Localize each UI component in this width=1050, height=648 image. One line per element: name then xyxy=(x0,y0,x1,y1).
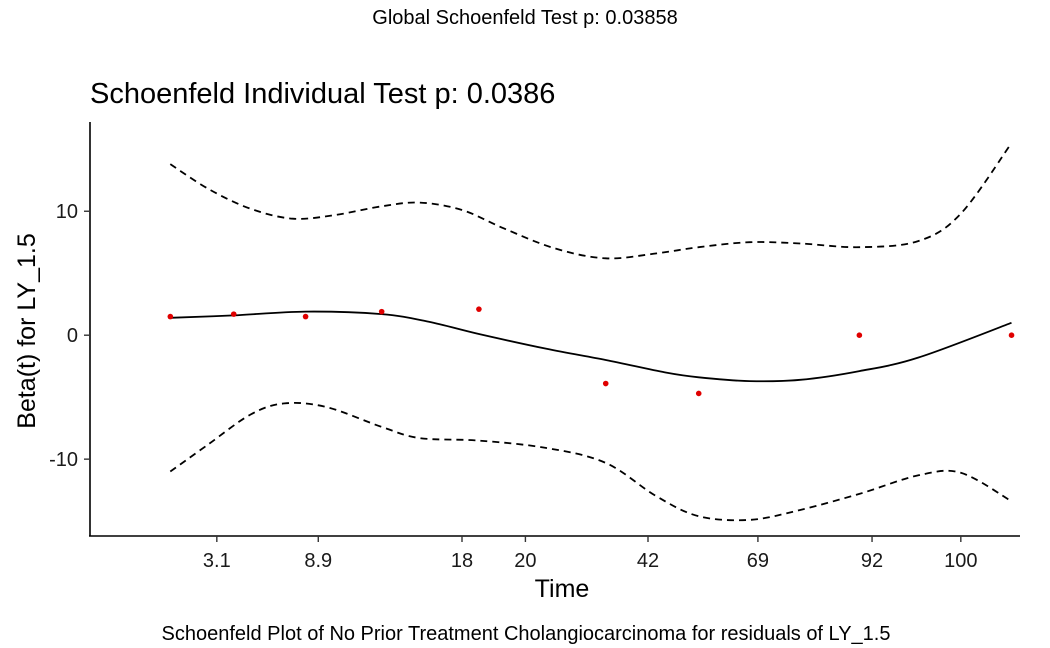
global-test-title: Global Schoenfeld Test p: 0.03858 xyxy=(372,7,677,29)
residual-point xyxy=(1008,332,1015,338)
confidence-bands xyxy=(169,142,1013,522)
x-tick-label: 3.1 xyxy=(203,550,231,572)
y-tick-label: -10 xyxy=(49,449,78,471)
x-tick-label: 92 xyxy=(861,550,883,572)
x-tick-label: 20 xyxy=(514,550,536,572)
x-axis-label: Time xyxy=(535,575,590,603)
lower-confidence-band xyxy=(169,401,1012,522)
chart-title: Schoenfeld Individual Test p: 0.0386 xyxy=(90,78,555,110)
fitted-beta-line xyxy=(170,310,1012,383)
residual-point xyxy=(302,313,309,320)
residual-point xyxy=(602,380,609,387)
residual-point xyxy=(856,332,863,338)
residual-point xyxy=(695,390,702,397)
upper-confidence-band xyxy=(169,142,1013,260)
fit-line-group xyxy=(170,310,1012,383)
x-tick-label: 100 xyxy=(944,550,977,572)
residual-point xyxy=(378,308,385,315)
residual-point xyxy=(230,311,237,317)
x-tick-label: 42 xyxy=(637,550,659,572)
y-tick-label: 0 xyxy=(67,325,78,347)
x-axis-ticks: 3.1 8.9 18 20 42 69 92 100 xyxy=(203,536,978,572)
y-axis-ticks: 10 0 -10 xyxy=(49,201,90,471)
residual-point xyxy=(167,313,174,320)
y-axis-label: Beta(t) for LY_1.5 xyxy=(13,233,41,428)
y-tick-label: 10 xyxy=(56,201,78,223)
x-tick-label: 69 xyxy=(747,550,769,572)
x-tick-label: 18 xyxy=(451,550,473,572)
x-tick-label: 8.9 xyxy=(304,550,332,572)
residual-point xyxy=(476,306,482,312)
residual-points xyxy=(167,306,1015,397)
plot-caption: Schoenfeld Plot of No Prior Treatment Ch… xyxy=(162,623,891,645)
